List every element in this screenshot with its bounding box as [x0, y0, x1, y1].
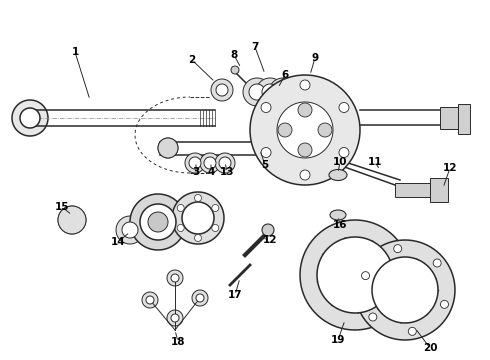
FancyBboxPatch shape — [458, 104, 470, 134]
Circle shape — [261, 103, 271, 113]
Polygon shape — [216, 84, 228, 96]
Circle shape — [250, 75, 360, 185]
Circle shape — [300, 170, 310, 180]
Text: 5: 5 — [261, 160, 269, 170]
Circle shape — [408, 327, 416, 336]
Polygon shape — [317, 237, 393, 313]
Polygon shape — [275, 84, 291, 100]
FancyBboxPatch shape — [440, 107, 458, 129]
Text: 3: 3 — [193, 167, 199, 177]
Circle shape — [298, 103, 312, 117]
FancyBboxPatch shape — [430, 178, 448, 202]
Circle shape — [177, 225, 184, 231]
Polygon shape — [277, 102, 333, 158]
Text: 12: 12 — [263, 235, 277, 245]
Polygon shape — [64, 212, 80, 228]
Polygon shape — [355, 240, 455, 340]
Polygon shape — [167, 310, 183, 326]
Text: 8: 8 — [230, 50, 238, 60]
Polygon shape — [12, 100, 48, 136]
Circle shape — [362, 272, 369, 280]
Polygon shape — [243, 78, 271, 106]
FancyBboxPatch shape — [395, 183, 430, 197]
Polygon shape — [182, 202, 214, 234]
Circle shape — [339, 148, 349, 158]
Polygon shape — [140, 204, 176, 240]
Polygon shape — [189, 157, 201, 169]
Polygon shape — [269, 78, 297, 106]
Polygon shape — [142, 292, 158, 308]
Circle shape — [298, 143, 312, 157]
Polygon shape — [372, 257, 438, 323]
Circle shape — [195, 194, 201, 202]
Text: 12: 12 — [443, 163, 457, 173]
Circle shape — [278, 123, 292, 137]
Polygon shape — [192, 290, 208, 306]
Polygon shape — [130, 194, 186, 250]
Circle shape — [262, 224, 274, 236]
Polygon shape — [158, 138, 178, 158]
Circle shape — [212, 225, 219, 231]
Circle shape — [231, 66, 239, 74]
Circle shape — [158, 138, 178, 158]
Polygon shape — [262, 84, 278, 100]
Circle shape — [148, 212, 168, 232]
Circle shape — [58, 206, 86, 234]
Text: 13: 13 — [220, 167, 234, 177]
Text: 4: 4 — [207, 167, 215, 177]
Text: 10: 10 — [333, 157, 347, 167]
Text: 16: 16 — [333, 220, 347, 230]
Polygon shape — [196, 294, 204, 302]
Polygon shape — [58, 206, 86, 234]
Text: 14: 14 — [111, 237, 125, 247]
Polygon shape — [167, 270, 183, 286]
Circle shape — [177, 204, 184, 212]
Polygon shape — [171, 274, 179, 282]
Polygon shape — [215, 153, 235, 173]
Circle shape — [433, 259, 441, 267]
Circle shape — [300, 80, 310, 90]
Polygon shape — [300, 220, 410, 330]
Circle shape — [369, 313, 377, 321]
Text: 20: 20 — [423, 343, 437, 353]
Circle shape — [393, 245, 402, 253]
Polygon shape — [171, 314, 179, 322]
Ellipse shape — [329, 170, 347, 180]
Polygon shape — [116, 216, 144, 244]
Polygon shape — [249, 84, 265, 100]
Text: 15: 15 — [55, 202, 69, 212]
Polygon shape — [204, 157, 216, 169]
Polygon shape — [200, 153, 220, 173]
Circle shape — [339, 103, 349, 112]
Text: 6: 6 — [281, 70, 289, 80]
Polygon shape — [20, 108, 40, 128]
Text: 17: 17 — [228, 290, 243, 300]
Polygon shape — [267, 92, 343, 168]
Text: 1: 1 — [72, 47, 78, 57]
Text: 19: 19 — [331, 335, 345, 345]
Polygon shape — [122, 222, 138, 238]
Polygon shape — [146, 296, 154, 304]
Text: 11: 11 — [368, 157, 382, 167]
Circle shape — [261, 148, 271, 158]
Polygon shape — [185, 153, 205, 173]
Circle shape — [441, 300, 448, 309]
Circle shape — [318, 123, 332, 137]
Polygon shape — [211, 79, 233, 101]
Text: 2: 2 — [188, 55, 196, 65]
Polygon shape — [172, 192, 224, 244]
Circle shape — [195, 234, 201, 242]
Circle shape — [212, 204, 219, 212]
Text: 7: 7 — [251, 42, 259, 52]
Text: 9: 9 — [312, 53, 318, 63]
Text: 18: 18 — [171, 337, 185, 347]
Ellipse shape — [330, 210, 346, 220]
Polygon shape — [256, 78, 284, 106]
Polygon shape — [219, 157, 231, 169]
